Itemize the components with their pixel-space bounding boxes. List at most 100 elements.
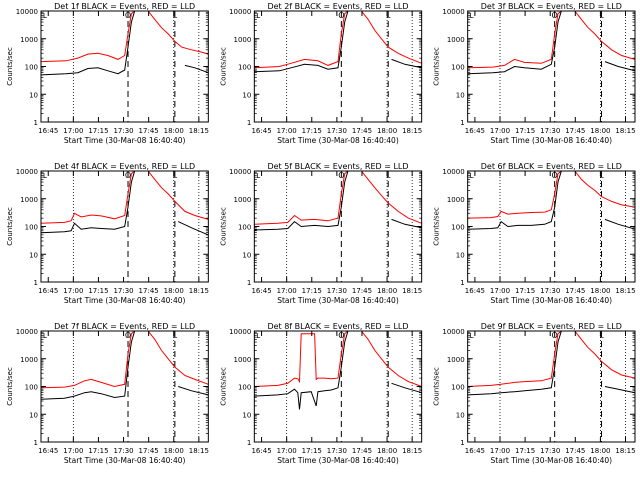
x-tick-label: 17:15 bbox=[88, 127, 108, 135]
marker-label: L bbox=[173, 331, 178, 340]
x-tick-label: 17:15 bbox=[302, 127, 322, 135]
x-tick-label: 17:00 bbox=[277, 447, 297, 455]
x-tick-label: 18:15 bbox=[615, 287, 635, 295]
y-axis-label: Counts/sec bbox=[6, 367, 14, 406]
y-axis-label: Counts/sec bbox=[433, 207, 441, 246]
x-tick-label: 18:15 bbox=[615, 127, 635, 135]
x-tick-label: 17:15 bbox=[302, 287, 322, 295]
x-tick-label: 17:15 bbox=[515, 447, 535, 455]
x-tick-label: 16:45 bbox=[251, 447, 271, 455]
y-axis-label: Counts/sec bbox=[6, 47, 14, 86]
x-tick-label: 17:30 bbox=[540, 287, 560, 295]
panel-title: Det 3f BLACK = Events, RED = LLD bbox=[481, 2, 622, 11]
y-tick-label: 10 bbox=[456, 91, 465, 99]
panel-title: Det 6f BLACK = Events, RED = LLD bbox=[481, 162, 622, 171]
y-tick-label: 10000 bbox=[442, 168, 464, 176]
y-tick-label: 1000 bbox=[447, 356, 465, 364]
x-tick-label: 17:30 bbox=[540, 127, 560, 135]
series-events-segment bbox=[604, 61, 635, 72]
x-tick-label: 17:00 bbox=[277, 287, 297, 295]
series-events bbox=[41, 11, 145, 76]
x-tick-label: 18:15 bbox=[402, 287, 422, 295]
y-tick-label: 10000 bbox=[16, 8, 38, 16]
x-tick-label: 17:45 bbox=[352, 287, 372, 295]
series-events-segment bbox=[391, 218, 422, 229]
series-events-segment bbox=[177, 221, 209, 236]
y-axis-label: Counts/sec bbox=[433, 47, 441, 86]
corner-marker: L bbox=[43, 172, 47, 180]
y-axis-label: Counts/sec bbox=[433, 367, 441, 406]
x-tick-label: 16:45 bbox=[38, 127, 58, 135]
corner-marker: L bbox=[43, 12, 47, 20]
x-tick-label: 16:45 bbox=[465, 447, 485, 455]
corner-marker: L bbox=[470, 12, 474, 20]
marker-label: L bbox=[599, 11, 604, 20]
plot-area bbox=[254, 331, 422, 410]
series-lld bbox=[41, 11, 209, 63]
y-tick-label: 100 bbox=[238, 64, 251, 72]
x-tick-label: 17:45 bbox=[352, 447, 372, 455]
x-tick-label: 17:30 bbox=[327, 287, 347, 295]
series-events-segment bbox=[604, 218, 635, 230]
y-tick-label: 1000 bbox=[234, 196, 252, 204]
x-tick-label: 18:00 bbox=[590, 447, 610, 455]
plot-area bbox=[41, 171, 209, 236]
panel-title: Det 2f BLACK = Events, RED = LLD bbox=[267, 2, 408, 11]
x-axis-label: Start Time (30-Mar-08 16:40:40) bbox=[64, 296, 186, 305]
x-axis-label: Start Time (30-Mar-08 16:40:40) bbox=[277, 296, 399, 305]
series-lld bbox=[41, 171, 209, 224]
x-tick-label: 18:15 bbox=[615, 447, 635, 455]
marker-label: L bbox=[599, 331, 604, 340]
y-tick-label: 100 bbox=[25, 384, 38, 392]
series-events bbox=[467, 331, 572, 396]
y-tick-label: 10 bbox=[242, 411, 251, 419]
x-tick-label: 17:00 bbox=[490, 447, 510, 455]
marker-label: O bbox=[552, 171, 558, 180]
y-axis-label: Counts/sec bbox=[6, 207, 14, 246]
x-tick-label: 17:00 bbox=[490, 127, 510, 135]
series-events-segment bbox=[391, 58, 422, 69]
x-tick-label: 17:30 bbox=[327, 127, 347, 135]
x-tick-label: 18:00 bbox=[164, 447, 184, 455]
y-tick-label: 100 bbox=[451, 384, 464, 392]
x-tick-label: 17:45 bbox=[139, 127, 159, 135]
y-tick-label: 10000 bbox=[442, 8, 464, 16]
y-tick-label: 100 bbox=[451, 224, 464, 232]
x-tick-label: 18:00 bbox=[590, 287, 610, 295]
x-tick-label: 17:00 bbox=[490, 287, 510, 295]
x-tick-label: 16:45 bbox=[38, 447, 58, 455]
x-axis-label: Start Time (30-Mar-08 16:40:40) bbox=[491, 296, 613, 305]
x-tick-label: 17:45 bbox=[565, 287, 585, 295]
x-axis-label: Start Time (30-Mar-08 16:40:40) bbox=[491, 456, 613, 465]
series-events bbox=[41, 331, 145, 400]
x-axis-label: Start Time (30-Mar-08 16:40:40) bbox=[64, 456, 186, 465]
panel-title: Det 4f BLACK = Events, RED = LLD bbox=[54, 162, 195, 171]
x-axis-label: Start Time (30-Mar-08 16:40:40) bbox=[277, 136, 399, 145]
marker-label: O bbox=[125, 11, 131, 20]
y-tick-label: 100 bbox=[238, 384, 251, 392]
series-lld bbox=[254, 331, 422, 387]
x-tick-label: 18:00 bbox=[164, 127, 184, 135]
x-tick-label: 17:15 bbox=[302, 447, 322, 455]
marker-label: L bbox=[599, 171, 604, 180]
series-events bbox=[254, 331, 359, 410]
x-tick-label: 17:15 bbox=[515, 287, 535, 295]
y-tick-label: 1 bbox=[34, 439, 38, 447]
x-tick-label: 16:45 bbox=[251, 287, 271, 295]
y-axis-label: Counts/sec bbox=[219, 207, 227, 246]
series-events bbox=[254, 11, 359, 73]
series-lld bbox=[41, 331, 209, 389]
x-tick-label: 17:45 bbox=[565, 127, 585, 135]
panel-title: Det 7f BLACK = Events, RED = LLD bbox=[54, 322, 195, 331]
corner-marker: L bbox=[256, 12, 260, 20]
y-tick-label: 1 bbox=[247, 119, 251, 127]
series-lld bbox=[467, 331, 635, 387]
plot-area bbox=[41, 331, 209, 400]
y-tick-label: 10 bbox=[242, 91, 251, 99]
y-tick-label: 1 bbox=[460, 439, 464, 447]
